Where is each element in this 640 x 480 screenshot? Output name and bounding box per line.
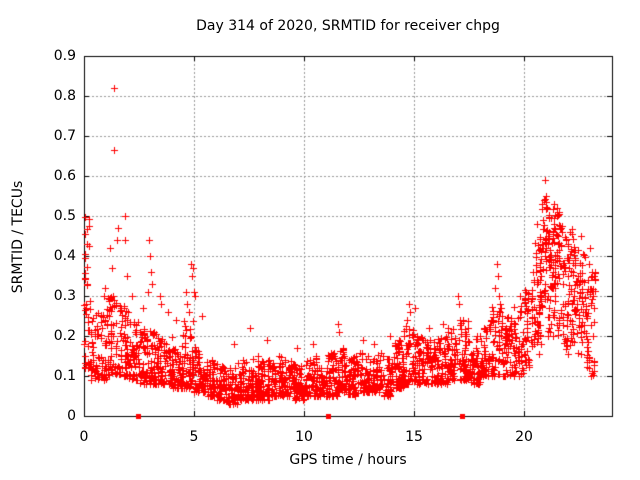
y-tick-label: 0.4 xyxy=(53,248,76,264)
y-tick-label: 0.1 xyxy=(53,368,76,384)
x-tick-label: 15 xyxy=(405,429,423,445)
y-axis-label: SRMTID / TECUs xyxy=(10,180,26,294)
x-tick-label: 5 xyxy=(189,429,199,445)
y-tick-label: 0.6 xyxy=(53,168,76,184)
y-tick-label: 0.9 xyxy=(53,48,76,64)
y-tick-label: 0.8 xyxy=(53,88,76,104)
y-tick-label: 0.5 xyxy=(53,208,76,224)
y-tick-label: 0 xyxy=(67,408,76,424)
chart-title: Day 314 of 2020, SRMTID for receiver chp… xyxy=(196,18,500,34)
x-tick-label: 10 xyxy=(295,429,313,445)
y-tick-label: 0.3 xyxy=(53,288,76,304)
y-tick-label: 0.2 xyxy=(53,328,76,344)
x-tick-label: 0 xyxy=(79,429,89,445)
y-tick-label: 0.7 xyxy=(53,128,76,144)
x-tick-label: 20 xyxy=(515,429,533,445)
x-axis-label: GPS time / hours xyxy=(289,452,407,468)
